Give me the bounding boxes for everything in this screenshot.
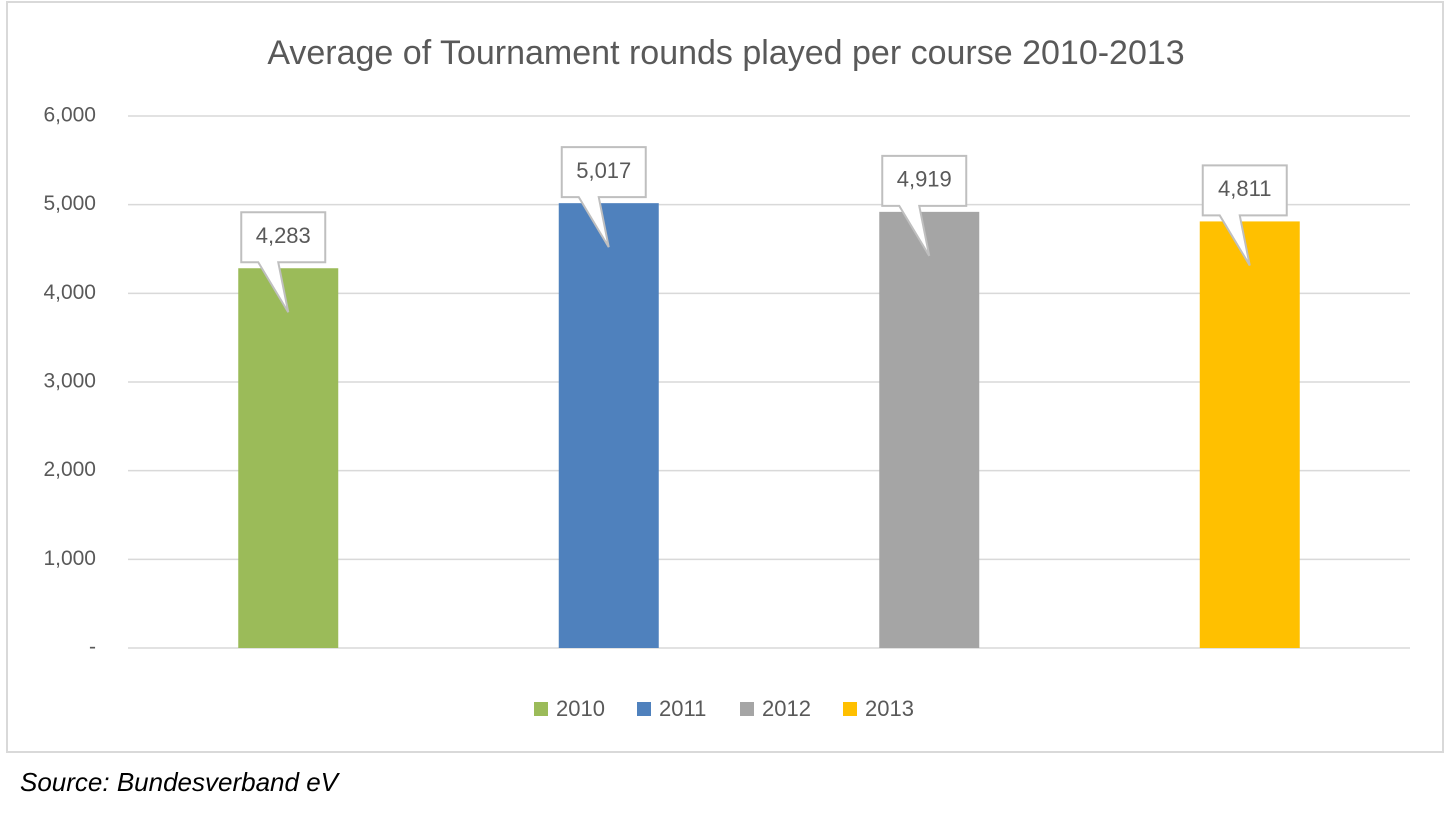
data-label-callout [881,154,968,257]
y-tick-label: 4,000 [43,281,96,304]
source-note: Source: Bundesverband eV [20,767,341,797]
y-tick-label: - [89,636,96,659]
legend-swatch [534,702,548,716]
y-tick-label: 5,000 [43,192,96,215]
bar [879,211,980,648]
y-tick-label: 1,000 [43,547,96,570]
y-tick-label: 2,000 [43,458,96,481]
data-label-callout [1201,164,1288,266]
y-tick-label: 3,000 [43,370,96,393]
chart-title: Average of Tournament rounds played per … [267,34,1184,72]
data-label-callout [560,146,647,248]
bar [238,268,339,648]
legend-label: 2010 [556,696,605,721]
legend-label: 2012 [762,696,811,721]
data-label: 4,811 [1218,176,1271,201]
legend-swatch [740,702,754,716]
data-label: 4,919 [897,167,952,192]
bar [1199,221,1300,648]
legend-label: 2013 [865,696,914,721]
y-tick-label: 6,000 [43,104,96,127]
data-label: 4,283 [256,223,311,248]
bar [558,203,659,648]
data-label: 5,017 [576,158,631,183]
data-label-callout [240,211,327,313]
legend-swatch [843,702,857,716]
legend-swatch [637,702,651,716]
legend-label: 2011 [659,696,706,721]
